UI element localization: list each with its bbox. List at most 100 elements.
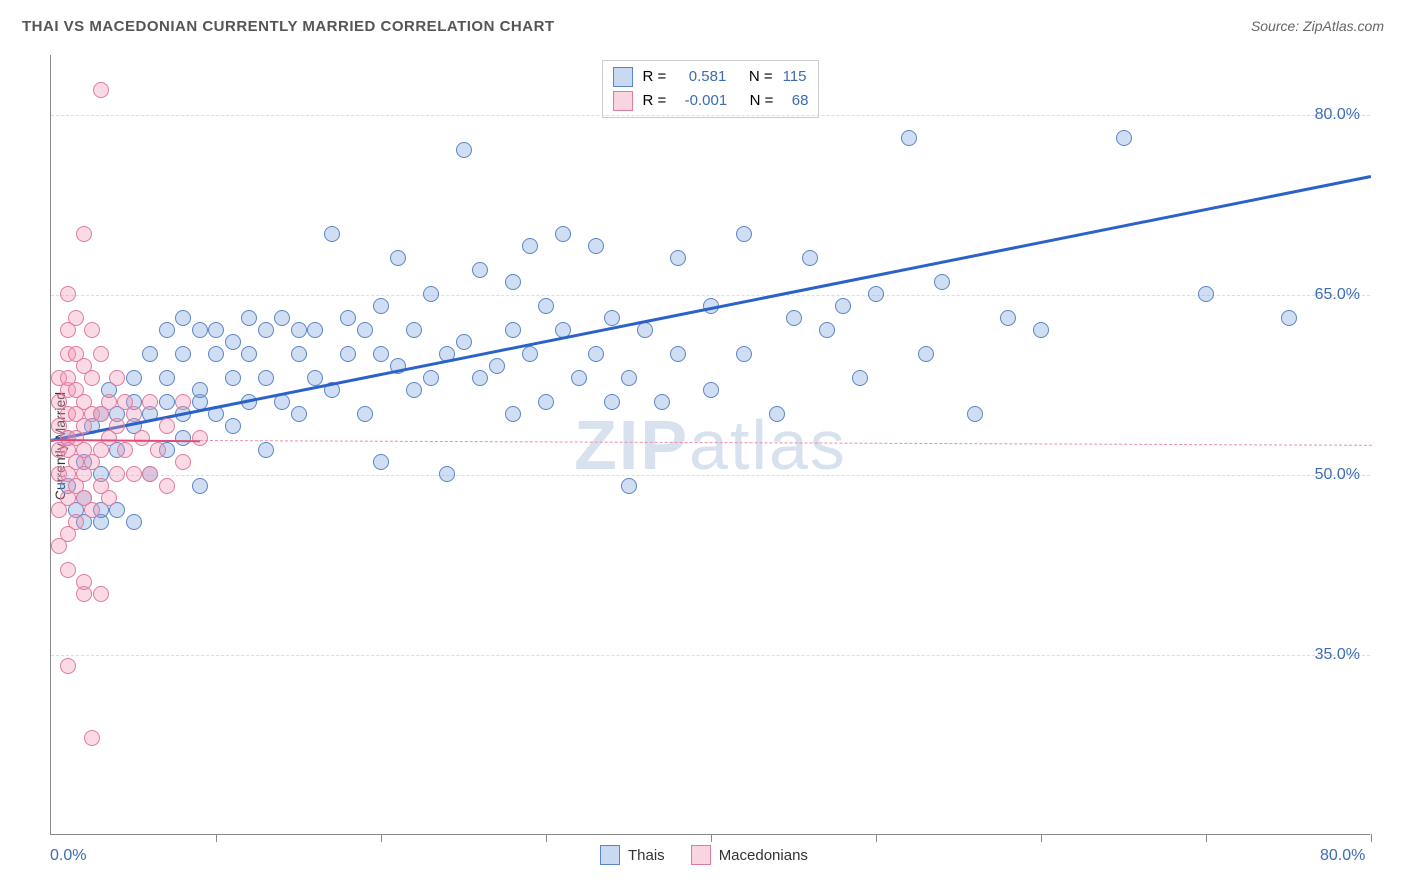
data-point [357,322,373,338]
data-point [159,370,175,386]
data-point [901,130,917,146]
data-point [134,430,150,446]
data-point [505,274,521,290]
data-point [621,370,637,386]
data-point [489,358,505,374]
data-point [142,346,158,362]
watermark-zip: ZIP [574,406,689,484]
x-tick [876,834,877,842]
data-point [1000,310,1016,326]
data-point [819,322,835,338]
gridline [51,655,1370,656]
data-point [423,370,439,386]
stat-n-value: 115 [783,65,807,89]
data-point [175,346,191,362]
gridline [51,475,1370,476]
data-point [126,466,142,482]
data-point [522,238,538,254]
data-point [159,478,175,494]
data-point [76,226,92,242]
data-point [637,322,653,338]
data-point [192,382,208,398]
data-point [150,442,166,458]
legend-bottom: Thais Macedonians [600,845,826,865]
data-point [307,322,323,338]
data-point [68,310,84,326]
x-tick [1371,834,1372,842]
data-point [142,466,158,482]
data-point [505,406,521,422]
stat-r-value: -0.001 [676,89,727,113]
chart-title: THAI VS MACEDONIAN CURRENTLY MARRIED COR… [22,18,555,35]
data-point [258,370,274,386]
legend-swatch [691,845,711,865]
data-point [291,346,307,362]
data-point [1116,130,1132,146]
data-point [786,310,802,326]
data-point [835,298,851,314]
data-point [208,322,224,338]
stat-r-value: 0.581 [676,65,726,89]
data-point [241,346,257,362]
data-point [101,394,117,410]
data-point [340,310,356,326]
data-point [175,430,191,446]
x-tick [1206,834,1207,842]
data-point [76,574,92,590]
data-point [241,310,257,326]
data-point [93,346,109,362]
data-point [208,346,224,362]
data-point [84,730,100,746]
data-point [423,286,439,302]
data-point [60,286,76,302]
data-point [274,310,290,326]
data-point [225,370,241,386]
data-point [967,406,983,422]
data-point [373,298,389,314]
gridline [51,295,1370,296]
data-point [736,346,752,362]
data-point [456,334,472,350]
data-point [307,370,323,386]
data-point [736,226,752,242]
data-point [93,82,109,98]
stat-swatch [613,67,633,87]
data-point [934,274,950,290]
data-point [159,322,175,338]
data-point [1198,286,1214,302]
stat-r-label: R = [643,65,667,89]
x-tick [216,834,217,842]
trend-line [51,175,1372,442]
data-point [84,370,100,386]
data-point [604,394,620,410]
stat-legend-box: R = 0.581 N =115R = -0.001 N = 68 [602,60,820,118]
data-point [852,370,868,386]
x-tick [711,834,712,842]
data-point [192,430,208,446]
data-point [373,346,389,362]
x-label-left: 0.0% [50,847,86,865]
legend-label: Macedonians [719,847,808,864]
stat-swatch [613,91,633,111]
data-point [621,478,637,494]
data-point [142,394,158,410]
data-point [258,442,274,458]
data-point [291,406,307,422]
data-point [538,298,554,314]
gridline [51,115,1370,116]
data-point [175,454,191,470]
legend-label: Thais [628,847,665,864]
data-point [373,454,389,470]
stat-row: R = -0.001 N = 68 [613,89,809,113]
data-point [555,226,571,242]
data-point [390,250,406,266]
data-point [117,442,133,458]
data-point [159,394,175,410]
data-point [357,406,373,422]
x-tick [381,834,382,842]
watermark: ZIPatlas [574,405,847,485]
data-point [522,346,538,362]
data-point [291,322,307,338]
data-point [868,286,884,302]
data-point [84,502,100,518]
